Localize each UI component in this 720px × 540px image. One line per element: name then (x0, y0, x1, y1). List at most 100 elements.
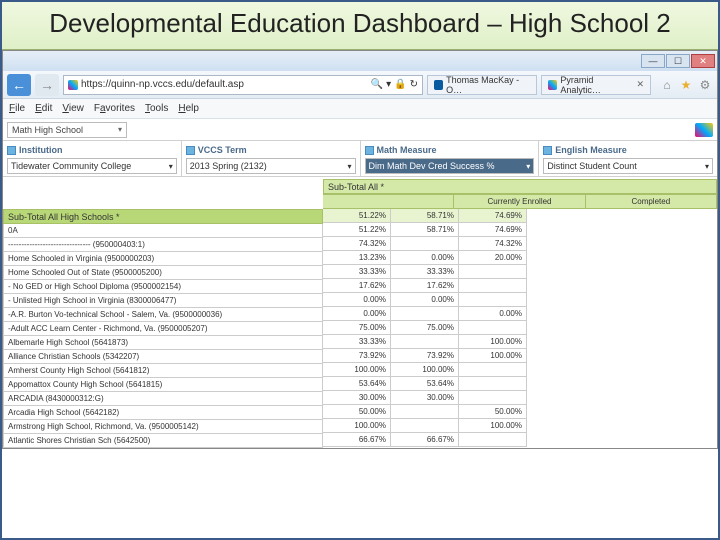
nav-forward-button[interactable]: → (35, 74, 59, 96)
panel-icon (7, 146, 16, 155)
refresh-icon[interactable]: ↻ (410, 79, 418, 90)
cell (459, 279, 527, 293)
menu-help[interactable]: Help (178, 103, 199, 114)
table-row: 74.32%74.32% (323, 237, 717, 251)
row-label: Atlantic Shores Christian Sch (5642500) (3, 434, 323, 448)
search-dropdown-icon[interactable]: 🔍 ▾ (371, 79, 391, 90)
maximize-button[interactable]: ☐ (666, 54, 690, 68)
table-row[interactable]: ------------------------------- (9500004… (3, 238, 323, 252)
browser-tabs: Thomas MacKay - O… Pyramid Analytic… ✕ (427, 75, 651, 95)
row-label: Albemarle High School (5641873) (3, 336, 323, 350)
panel-title: Institution (19, 145, 63, 155)
cell: 0.00% (459, 307, 527, 321)
grid-row-labels: Sub-Total All High Schools * 0A---------… (3, 179, 323, 448)
table-row[interactable]: -Adult ACC Learn Center - Richmond, Va. … (3, 322, 323, 336)
table-row[interactable]: Appomattox County High School (5641815) (3, 378, 323, 392)
cell: 51.22% (323, 209, 391, 223)
table-row: 75.00%75.00% (323, 321, 717, 335)
institution-dropdown[interactable]: Tidewater Community College▾ (7, 158, 177, 174)
row-label: -A.R. Burton Vo-technical School - Salem… (3, 308, 323, 322)
grid-top-header: Sub-Total All * (323, 179, 717, 194)
table-row[interactable]: -A.R. Burton Vo-technical School - Salem… (3, 308, 323, 322)
cell: 100.00% (459, 419, 527, 433)
table-row: 66.67%66.67% (323, 433, 717, 447)
table-row[interactable]: Home Schooled Out of State (9500005200) (3, 266, 323, 280)
row-label: Armstrong High School, Richmond, Va. (95… (3, 420, 323, 434)
filter-panels: Institution Tidewater Community College▾… (3, 141, 717, 177)
slide-title: Developmental Education Dashboard – High… (12, 8, 708, 39)
row-label: Alliance Christian Schools (5342207) (3, 350, 323, 364)
cell: 50.00% (459, 405, 527, 419)
table-row[interactable]: - No GED or High School Diploma (9500002… (3, 280, 323, 294)
panel-icon (543, 146, 552, 155)
tab-outlook[interactable]: Thomas MacKay - O… (427, 75, 537, 95)
panel-institution: Institution Tidewater Community College▾ (3, 141, 182, 176)
cell: 100.00% (459, 335, 527, 349)
cell (459, 363, 527, 377)
cell (459, 321, 527, 335)
cell: 30.00% (323, 391, 391, 405)
table-row: 51.22%58.71%74.69% (323, 223, 717, 237)
tab-pyramid[interactable]: Pyramid Analytic… ✕ (541, 75, 651, 95)
subtotal-row-header: Sub-Total All High Schools * (3, 209, 323, 224)
menu-file[interactable]: File (9, 103, 25, 114)
cell (391, 307, 459, 321)
math-dropdown[interactable]: Dim Math Dev Cred Success %▾ (365, 158, 535, 174)
table-row[interactable]: Albemarle High School (5641873) (3, 336, 323, 350)
table-row[interactable]: Armstrong High School, Richmond, Va. (95… (3, 420, 323, 434)
cell (391, 335, 459, 349)
browser-tool-buttons: ⌂ ★ ⚙ (655, 77, 713, 93)
cell: 75.00% (391, 321, 459, 335)
table-row[interactable]: Home Schooled in Virginia (9500000203) (3, 252, 323, 266)
cell: 74.32% (459, 237, 527, 251)
star-icon[interactable]: ★ (678, 77, 694, 93)
row-label: - Unlisted High School in Virginia (8300… (3, 294, 323, 308)
row-label: Home Schooled Out of State (9500005200) (3, 266, 323, 280)
table-row[interactable]: Atlantic Shores Christian Sch (5642500) (3, 434, 323, 448)
menu-favorites[interactable]: Favorites (94, 103, 135, 114)
table-row: 13.23%0.00%20.00% (323, 251, 717, 265)
cell (391, 419, 459, 433)
nav-back-button[interactable]: ← (7, 74, 31, 96)
english-dropdown[interactable]: Distinct Student Count▾ (543, 158, 713, 174)
cell: 73.92% (391, 349, 459, 363)
cell: 58.71% (391, 223, 459, 237)
row-label: ------------------------------- (9500004… (3, 238, 323, 252)
table-row: 17.62%17.62% (323, 279, 717, 293)
term-dropdown[interactable]: 2013 Spring (2132)▾ (186, 158, 356, 174)
slide-title-bar: Developmental Education Dashboard – High… (2, 2, 718, 50)
table-row[interactable]: - Unlisted High School in Virginia (8300… (3, 294, 323, 308)
cell (459, 265, 527, 279)
close-button[interactable]: ✕ (691, 54, 715, 68)
row-label: Home Schooled in Virginia (9500000203) (3, 252, 323, 266)
cell: 53.64% (323, 377, 391, 391)
top-filter-dropdown[interactable]: Math High School ▾ (7, 122, 127, 138)
cell: 13.23% (323, 251, 391, 265)
tab-close-icon[interactable]: ✕ (636, 79, 644, 90)
table-row[interactable]: ARCADIA (8430000312:G) (3, 392, 323, 406)
cell: 58.71% (391, 209, 459, 223)
cell (391, 237, 459, 251)
table-row[interactable]: 0A (3, 224, 323, 238)
tab-label: Pyramid Analytic… (560, 75, 631, 95)
cell: 100.00% (391, 363, 459, 377)
row-label: -Adult ACC Learn Center - Richmond, Va. … (3, 322, 323, 336)
cell: 17.62% (391, 279, 459, 293)
url-box[interactable]: https://quinn-np.vccs.edu/default.asp 🔍 … (63, 75, 423, 95)
table-row: 33.33%100.00% (323, 335, 717, 349)
menu-view[interactable]: View (62, 103, 84, 114)
menu-edit[interactable]: Edit (35, 103, 52, 114)
table-row[interactable]: Amherst County High School (5641812) (3, 364, 323, 378)
menu-bar: File Edit View Favorites Tools Help (3, 99, 717, 119)
cell: 50.00% (323, 405, 391, 419)
home-icon[interactable]: ⌂ (659, 77, 675, 93)
gear-icon[interactable]: ⚙ (697, 77, 713, 93)
panel-icon (186, 146, 195, 155)
minimize-button[interactable]: — (641, 54, 665, 68)
table-row[interactable]: Arcadia High School (5642182) (3, 406, 323, 420)
row-label: - No GED or High School Diploma (9500002… (3, 280, 323, 294)
cell: 17.62% (323, 279, 391, 293)
table-row[interactable]: Alliance Christian Schools (5342207) (3, 350, 323, 364)
table-row: 100.00%100.00% (323, 419, 717, 433)
menu-tools[interactable]: Tools (145, 103, 168, 114)
